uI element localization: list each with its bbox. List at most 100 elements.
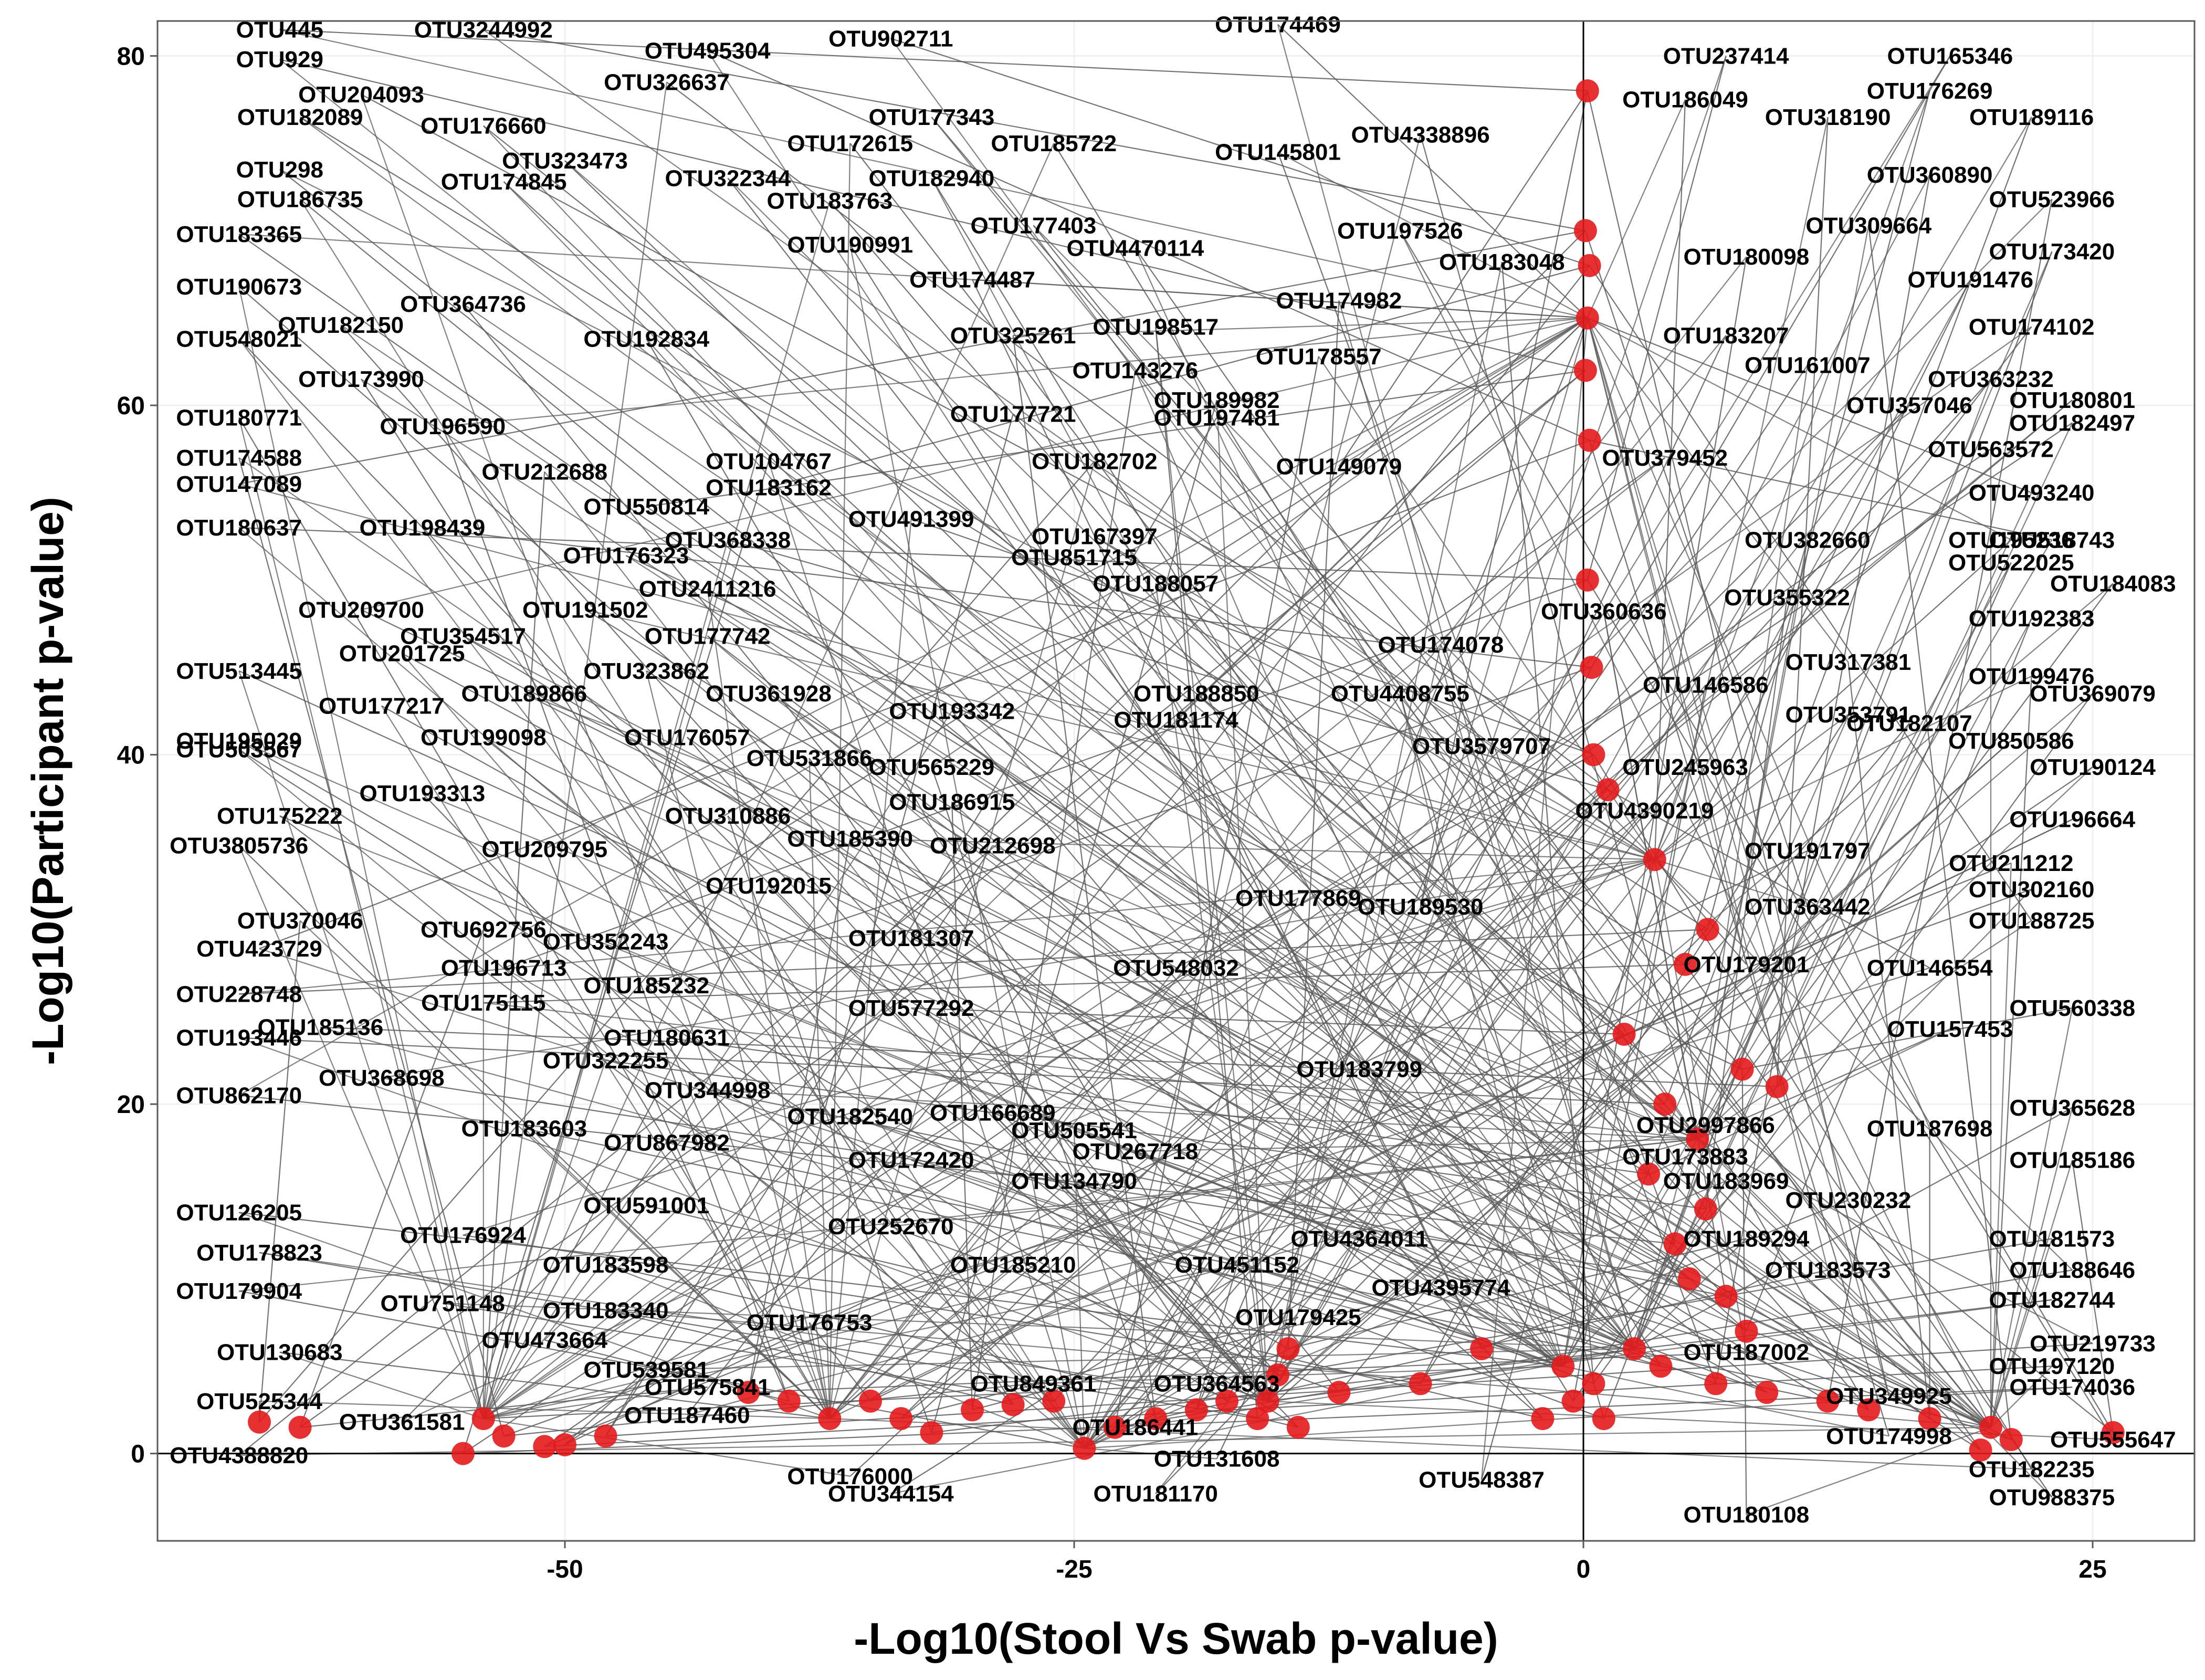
otu-label: OTU4338896 (1351, 122, 1490, 148)
label-connector (1562, 539, 2053, 1367)
label-connector (544, 1366, 2052, 1447)
otu-label: OTU368338 (665, 527, 791, 553)
otu-label: OTU147089 (176, 471, 302, 497)
otu-label: OTU190673 (176, 274, 302, 300)
label-connector (1135, 318, 1588, 1428)
label-connector (442, 426, 790, 1402)
label-connector (1593, 693, 2093, 1384)
label-connector (238, 317, 1588, 1096)
otu-label: OTU252670 (828, 1214, 954, 1240)
otu-label: OTU531866 (747, 746, 873, 771)
otu-label: OTU228748 (176, 981, 302, 1007)
otu-label: OTU177217 (319, 693, 445, 719)
data-point (1573, 219, 1597, 243)
label-connector (1587, 90, 1890, 1396)
label-connector (482, 471, 545, 1419)
label-connector (1338, 90, 1588, 467)
label-connector (1587, 318, 1747, 965)
otu-label: OTU988375 (1989, 1485, 2115, 1510)
otu-label: OTU186049 (1622, 87, 1748, 113)
label-connector (259, 460, 1095, 1423)
label-connector (1267, 1400, 2113, 1441)
otu-label: OTU188850 (1133, 681, 1259, 707)
label-connector (605, 845, 993, 1436)
label-connector (238, 670, 484, 1419)
otu-label: OTU451152 (1175, 1252, 1299, 1278)
otu-label: OTU182497 (2009, 410, 2135, 436)
data-point (1551, 1354, 1575, 1378)
label-connector (1587, 580, 2114, 1440)
otu-label: OTU365628 (2009, 1095, 2135, 1121)
label-connector (1338, 300, 1635, 1349)
x-tick-label: -25 (1056, 1556, 1092, 1583)
otu-label: OTU182744 (1989, 1287, 2115, 1313)
otu-label: OTU198517 (1093, 314, 1219, 340)
otu-label: OTU182702 (1032, 449, 1158, 475)
label-connector (258, 920, 301, 1422)
otu-label: OTU4470114 (1067, 236, 1204, 261)
label-connector (1155, 859, 1655, 1494)
data-point (1409, 1372, 1432, 1395)
data-point (889, 1407, 913, 1431)
otu-label: OTU3579707 (1412, 733, 1551, 759)
otu-label: OTU591001 (583, 1193, 709, 1219)
otu-label: OTU185210 (950, 1252, 1076, 1278)
label-connector (299, 457, 1665, 1428)
otu-label: OTU560338 (2009, 995, 2135, 1021)
otu-label: OTU550814 (583, 494, 709, 520)
label-connector (259, 948, 1563, 1367)
otu-label: OTU361928 (706, 681, 832, 707)
data-point (1578, 254, 1601, 277)
label-connector (605, 1264, 1085, 1449)
otu-label: OTU185722 (991, 131, 1117, 156)
otu-label: OTU187002 (1684, 1340, 1810, 1366)
label-connector (646, 667, 1592, 986)
label-connector (666, 1142, 1991, 1428)
label-connector (443, 317, 1588, 427)
label-connector (1074, 556, 1635, 1349)
otu-label: OTU323862 (583, 658, 709, 684)
otu-label: OTU317381 (1786, 649, 1912, 675)
data-point (1677, 1267, 1701, 1290)
label-connector (1562, 257, 1747, 1367)
label-connector (1399, 693, 1604, 1419)
data-point (1704, 1372, 1728, 1395)
label-connector (1420, 714, 1849, 1384)
otu-label: OTU850586 (1948, 728, 2074, 754)
label-connector (462, 461, 770, 1454)
label-connector (1084, 134, 1421, 1448)
label-connector (300, 1387, 708, 1428)
label-connector (911, 1159, 1604, 1420)
data-point (1576, 79, 1599, 103)
label-connector (482, 539, 729, 1419)
label-connector (1287, 300, 1340, 1349)
data-point (1730, 1057, 1754, 1081)
data-point (1918, 1407, 1941, 1431)
otu-label: OTU4388820 (170, 1443, 308, 1468)
otu-label: OTU302160 (1969, 877, 2095, 902)
otu-label: OTU174078 (1378, 632, 1504, 658)
otu-label: OTU189530 (1358, 894, 1484, 920)
otu-label: OTU902711 (828, 26, 953, 51)
otu-label: OTU364736 (400, 291, 526, 317)
data-point (1596, 778, 1620, 802)
label-connector (1053, 143, 1706, 1210)
label-connector (482, 201, 831, 1419)
label-connector (1685, 964, 2053, 1498)
otu-label: OTU237414 (1663, 44, 1789, 69)
data-point (1266, 1363, 1289, 1387)
label-connector (1591, 55, 1951, 668)
label-connector (1226, 335, 1727, 1402)
label-connector (1990, 1160, 2073, 1428)
label-connector (849, 1116, 1563, 1367)
otu-label: OTU182089 (237, 104, 363, 130)
otu-label: OTU318190 (1765, 104, 1891, 130)
otu-label: OTU175115 (421, 990, 545, 1016)
otu-label: OTU183603 (461, 1116, 587, 1142)
data-point (1582, 743, 1605, 766)
label-connector (523, 693, 2012, 1440)
data-point (471, 1407, 495, 1431)
otu-label: OTU181307 (848, 926, 974, 951)
label-connector (1359, 1068, 1635, 1349)
